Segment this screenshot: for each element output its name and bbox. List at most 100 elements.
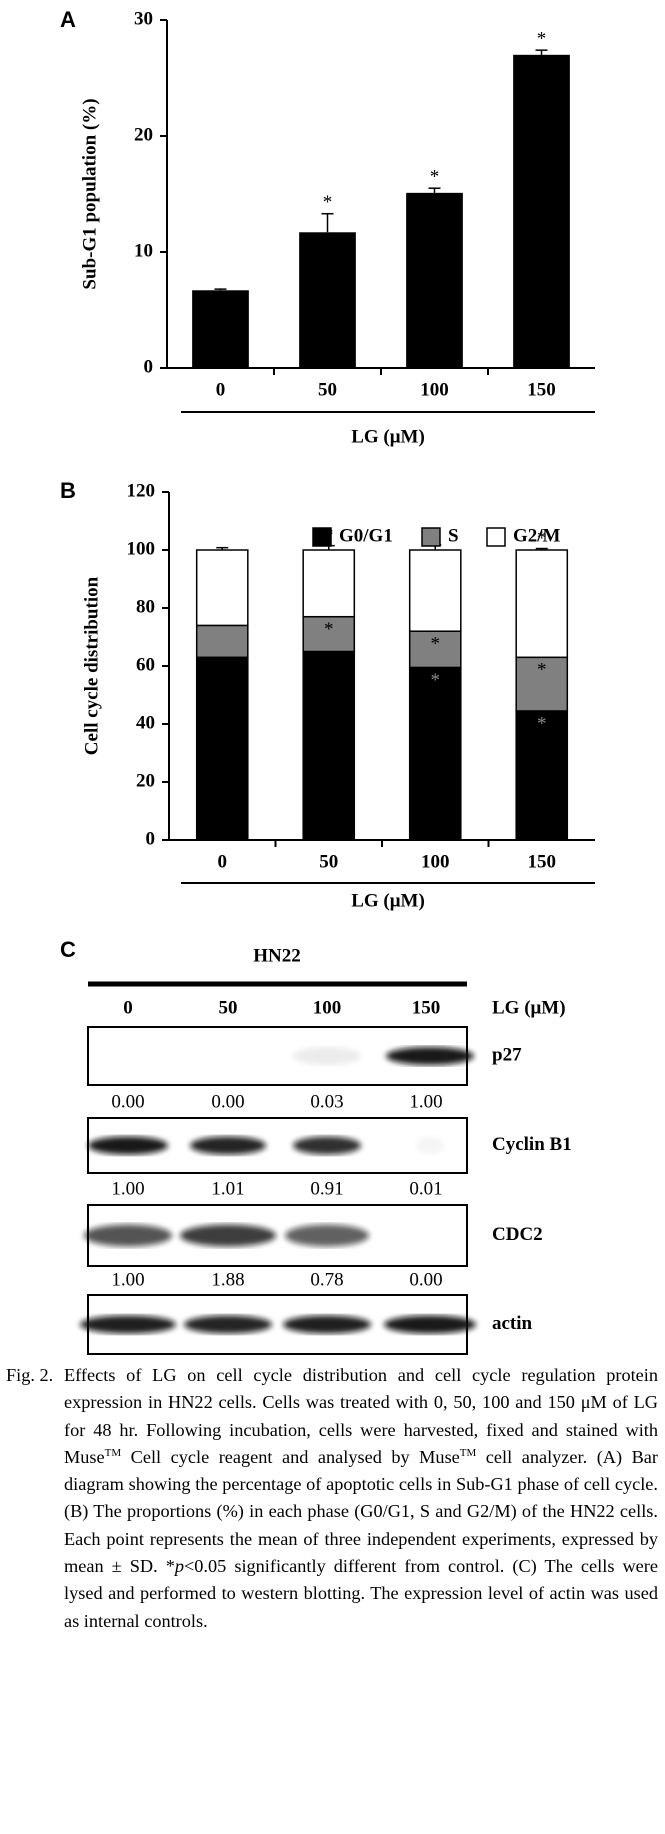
legend-swatch <box>312 527 332 547</box>
caption-label: Fig. 2. <box>6 1365 54 1385</box>
blot-band <box>293 1047 361 1065</box>
lane-label: 50 <box>219 997 238 1018</box>
significance: * <box>324 619 334 640</box>
bar <box>513 54 570 369</box>
panel-label: C <box>60 937 76 962</box>
x-tick-label: 50 <box>318 379 337 400</box>
cell-line: HN22 <box>253 945 301 966</box>
caption-part: TM <box>104 1446 122 1459</box>
legend-label: G2/M <box>513 525 561 546</box>
bar-segment <box>408 666 462 841</box>
y-tick-label: 120 <box>127 480 156 501</box>
band-value: 1.00 <box>409 1091 442 1112</box>
band-value: 1.00 <box>111 1178 144 1199</box>
y-tick-label: 10 <box>134 240 153 261</box>
significance: * <box>537 713 547 734</box>
x-tick-label: 0 <box>218 851 228 872</box>
band-value: 0.00 <box>409 1269 442 1290</box>
bar-segment <box>302 615 356 653</box>
band-value: 1.88 <box>211 1269 244 1290</box>
bar-segment <box>302 650 356 841</box>
x-tick-label: 50 <box>319 851 338 872</box>
x-tick-label: 150 <box>527 379 556 400</box>
row-label: p27 <box>492 1044 522 1065</box>
band-value: 0.00 <box>111 1091 144 1112</box>
caption-part: <0.05 significantly different from contr… <box>64 1556 658 1631</box>
caption-text: Effects of LG on cell cycle distribution… <box>64 1362 658 1635</box>
row-label: Cyclin B1 <box>492 1134 572 1155</box>
band-value: 0.03 <box>310 1091 343 1112</box>
significance: * <box>430 167 440 188</box>
blot-band <box>386 1047 474 1065</box>
legend-swatch <box>486 527 506 547</box>
lane-label: 100 <box>313 997 342 1018</box>
legend-swatch <box>421 527 441 547</box>
lane-label: 0 <box>123 997 133 1018</box>
bar-segment <box>195 624 249 659</box>
band-value: 1.00 <box>111 1269 144 1290</box>
legend-label: G0/G1 <box>339 525 393 546</box>
y-tick-label: 100 <box>127 538 156 559</box>
caption-part: TM <box>459 1446 477 1459</box>
y-tick-label: 40 <box>136 712 155 733</box>
caption-part: Cell cycle reagent and analysed by Muse <box>121 1446 460 1467</box>
blot-band <box>88 1136 168 1155</box>
y-axis-label: Sub-G1 population (%) <box>79 98 100 289</box>
band-value: 0.91 <box>310 1178 343 1199</box>
band-value: 1.01 <box>211 1178 244 1199</box>
significance: * <box>537 29 547 50</box>
y-tick-label: 20 <box>136 770 155 791</box>
bar-segment <box>195 656 249 841</box>
bar-segment <box>408 549 462 632</box>
bar <box>192 290 249 368</box>
caption-part: Effects of LG on cell cycle distribution… <box>64 1365 658 1467</box>
caption: Fig. 2. Effects of LG on cell cycle dist… <box>6 1362 658 1635</box>
panel-label: A <box>60 7 76 32</box>
band-value: 0.00 <box>211 1091 244 1112</box>
x-tick-label: 100 <box>421 851 450 872</box>
bar <box>299 232 356 368</box>
bar-segment <box>515 710 569 841</box>
caption-part: cell analyzer. (A) Bar diagram showing t… <box>64 1446 658 1577</box>
x-tick-label: 0 <box>216 379 226 400</box>
bar-segment <box>515 549 569 659</box>
x-tick-label: 150 <box>528 851 557 872</box>
significance: * <box>537 528 547 549</box>
significance: * <box>323 192 333 213</box>
y-tick-label: 0 <box>146 828 156 849</box>
blot-band <box>293 1136 361 1155</box>
significance: * <box>537 660 547 681</box>
bar-segment <box>302 549 356 618</box>
lanes-label: LG (μM) <box>492 997 566 1018</box>
y-tick-label: 60 <box>136 654 155 675</box>
y-tick-label: 30 <box>134 8 153 29</box>
blot-band <box>416 1136 444 1155</box>
row-label: CDC2 <box>492 1224 543 1245</box>
blot-band <box>190 1136 266 1155</box>
legend-label: S <box>448 525 459 546</box>
y-axis-label: Cell cycle distribution <box>81 576 102 755</box>
blot-band <box>80 1315 176 1334</box>
blot-band <box>384 1315 476 1334</box>
blot-band <box>84 1224 172 1247</box>
figure: A 0 10 20 30 Sub-G1 population (%) LG (μM) 0 50 *… <box>60 7 595 1355</box>
caption-part: p <box>174 1556 184 1577</box>
blot-band <box>184 1315 272 1334</box>
bar-segment <box>195 549 249 627</box>
blot-band <box>283 1315 371 1334</box>
y-tick-label: 0 <box>144 356 154 377</box>
row-label: actin <box>492 1313 533 1334</box>
blot-band <box>285 1224 369 1247</box>
lane-label: 150 <box>412 997 441 1018</box>
x-axis-label: LG (μM) <box>351 890 425 911</box>
panel-label: B <box>60 478 76 503</box>
blot-band <box>180 1224 276 1247</box>
significance: * <box>431 634 441 655</box>
y-tick-label: 80 <box>136 596 155 617</box>
significance: * <box>431 670 441 691</box>
band-value: 0.78 <box>310 1269 343 1290</box>
x-tick-label: 100 <box>420 379 449 400</box>
band-value: 0.01 <box>409 1178 442 1199</box>
bar <box>406 192 463 368</box>
